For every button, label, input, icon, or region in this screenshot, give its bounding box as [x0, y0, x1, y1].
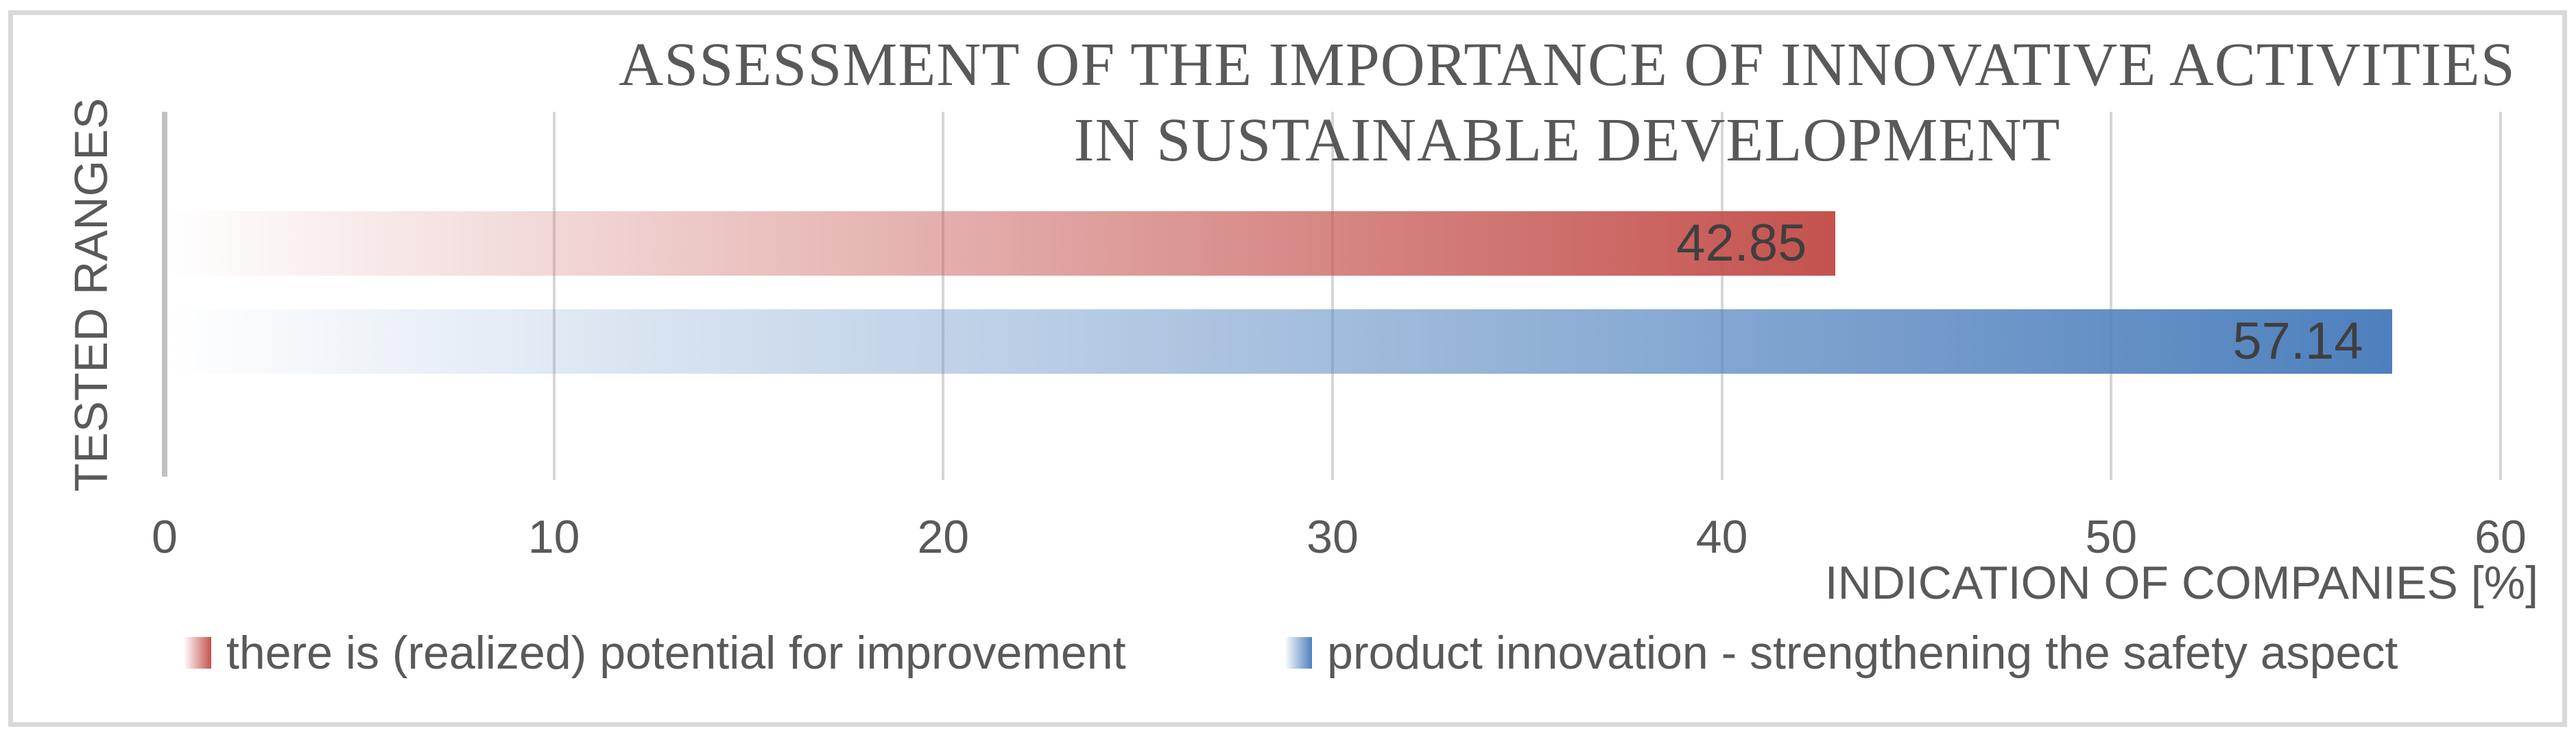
bar-value-label-product-innovation: 57.14: [2232, 312, 2363, 370]
legend-swatch-improvement-potential: [184, 637, 211, 669]
x-tick-label-60: 60: [2474, 511, 2527, 563]
x-axis-line: [162, 112, 167, 477]
legend-swatch-product-innovation: [1285, 637, 1312, 669]
chart-title: ASSESSMENT OF THE IMPORTANCE OF INNOVATI…: [562, 27, 2572, 178]
legend-item-product-innovation: product innovation - strengthening the s…: [1285, 625, 2398, 680]
x-gridline-40: [1720, 112, 1724, 480]
legend-item-label-improvement-potential: there is (realized) potential for improv…: [226, 627, 1126, 679]
bar-product-innovation: [167, 309, 2392, 374]
legend-item-label-product-innovation: product innovation - strengthening the s…: [1327, 627, 2398, 679]
legend-item-improvement-potential: there is (realized) potential for improv…: [184, 625, 1125, 680]
x-tick-label-40: 40: [1695, 511, 1748, 563]
x-axis-title: INDICATION OF COMPANIES [%]: [1824, 557, 2538, 609]
x-gridline-20: [942, 112, 945, 480]
x-tick-label-10: 10: [527, 511, 580, 563]
x-gridline-10: [552, 112, 556, 480]
x-tick-label-50: 50: [2085, 511, 2138, 563]
x-tick-label-0: 0: [152, 511, 178, 563]
x-tick-label-20: 20: [917, 511, 970, 563]
legend: there is (realized) potential for improv…: [0, 625, 2576, 680]
title-line-1: ASSESSMENT OF THE IMPORTANCE OF INNOVATI…: [619, 31, 2516, 99]
bar-improvement-potential: [167, 211, 1836, 276]
y-axis-title: TESTED RANGES: [65, 97, 117, 492]
title-line-2: IN SUSTAINABLE DEVELOPMENT: [1073, 106, 2061, 174]
x-gridline-50: [2110, 112, 2113, 480]
x-tick-label-30: 30: [1307, 511, 1359, 563]
x-gridline-60: [2499, 112, 2502, 480]
bar-value-label-improvement-potential: 42.85: [1676, 214, 1807, 272]
x-gridline-30: [1331, 112, 1334, 480]
